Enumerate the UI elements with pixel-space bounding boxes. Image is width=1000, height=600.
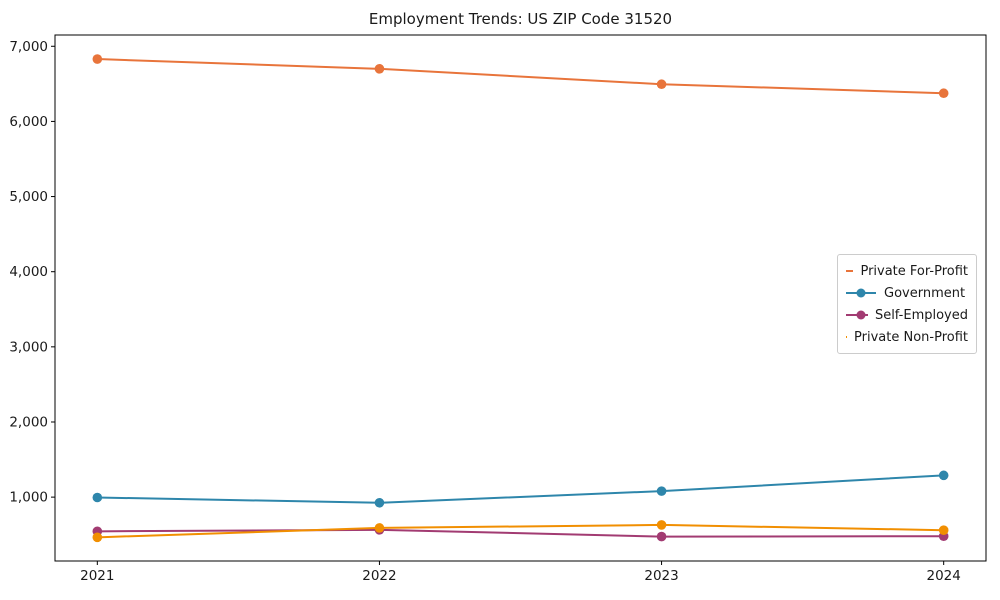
series-line-private-for-profit — [97, 58, 944, 95]
plot-area — [54, 34, 987, 562]
chart-title: Employment Trends: US ZIP Code 31520 — [368, 10, 673, 28]
legend-label: Government — [884, 285, 966, 301]
series-line-self-employed — [97, 528, 944, 538]
data-point-government-2024 — [938, 470, 949, 481]
data-point-private-for-profit-2022 — [374, 64, 385, 74]
legend-marker-icon — [846, 270, 854, 272]
data-point-government-2022 — [374, 497, 385, 508]
data-point-private-for-profit-2021 — [92, 54, 103, 64]
y-tick-label: 2,000 — [9, 414, 48, 430]
series-line-government — [97, 474, 944, 504]
legend-item-government: Government — [845, 282, 968, 304]
y-tick-label: 3,000 — [9, 339, 48, 355]
legend-dot — [856, 288, 866, 298]
x-tick-label: 2022 — [362, 568, 396, 584]
legend-label: Private For-Profit — [860, 263, 968, 279]
legend-marker-icon — [846, 336, 848, 338]
data-point-government-2021 — [92, 492, 103, 503]
y-tick-label: 6,000 — [9, 114, 48, 130]
legend-marker-icon — [846, 288, 876, 298]
legend-label: Self-Employed — [874, 307, 968, 323]
data-point-private-non-profit-2023 — [656, 520, 667, 530]
legend-item-private-for-profit: Private For-Profit — [845, 260, 968, 282]
y-tick-label: 4,000 — [9, 264, 48, 280]
y-tick-label: 7,000 — [9, 39, 48, 55]
y-tick-label: 5,000 — [9, 189, 48, 205]
data-point-private-non-profit-2024 — [938, 525, 949, 535]
legend-item-self-employed: Self-Employed — [845, 304, 968, 326]
series-line-private-non-profit — [97, 523, 944, 539]
data-point-private-non-profit-2021 — [92, 532, 103, 543]
data-point-private-non-profit-2022 — [374, 523, 385, 533]
legend-dot — [856, 310, 866, 320]
data-point-government-2023 — [656, 486, 667, 496]
x-tick-label: 2021 — [80, 568, 114, 584]
legend-box: Private For-Profit Government Self-Employe… — [837, 254, 977, 354]
x-tick-label: 2024 — [927, 568, 961, 584]
legend-item-private-non-profit: Private Non-Profit — [845, 326, 968, 348]
data-point-private-for-profit-2023 — [656, 79, 667, 90]
y-tick-label: 1,000 — [9, 490, 48, 506]
data-point-private-for-profit-2024 — [938, 88, 949, 99]
data-point-self-employed-2023 — [656, 531, 667, 542]
x-tick-label: 2023 — [644, 568, 678, 584]
legend-marker-icon — [846, 310, 868, 320]
legend-label: Private Non-Profit — [854, 329, 968, 345]
